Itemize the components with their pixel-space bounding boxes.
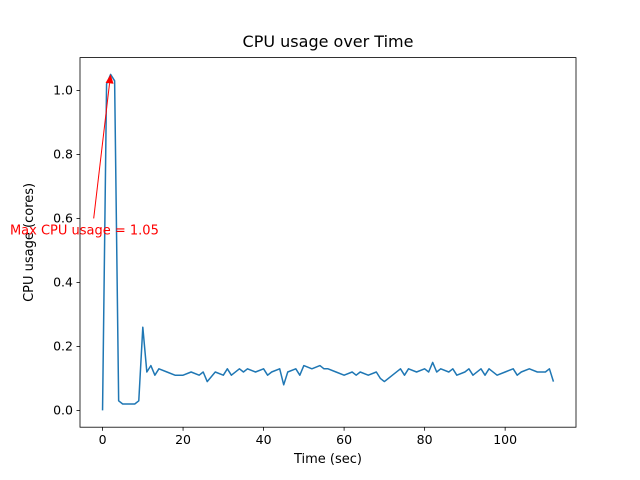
- cpu-usage-line: [101, 73, 555, 411]
- y-tick-label: 0.0: [53, 403, 73, 418]
- x-tick-label: 0: [99, 432, 107, 447]
- max-usage-annotation: Max CPU usage = 1.05: [10, 223, 159, 238]
- y-tick-label: 0.4: [53, 275, 73, 290]
- x-tick-label: 100: [493, 432, 517, 447]
- x-tick-label: 20: [175, 432, 191, 447]
- y-tick-label: 0.2: [53, 339, 73, 354]
- x-tick-label: 40: [256, 432, 272, 447]
- axes-frame: [79, 57, 577, 428]
- annotation-arrow-head: [105, 74, 114, 84]
- y-axis-label: CPU usage (cores): [22, 183, 37, 302]
- x-tick-label: 60: [336, 432, 352, 447]
- y-tick-label: 1.0: [53, 83, 73, 98]
- annotation-arrow-shaft: [93, 83, 111, 219]
- y-tick-label: 0.8: [53, 147, 73, 162]
- x-axis-label: Time (sec): [293, 452, 362, 467]
- y-tick-label: 0.6: [53, 211, 73, 226]
- x-tick-label: 80: [417, 432, 433, 447]
- chart-title: CPU usage over Time: [243, 32, 414, 51]
